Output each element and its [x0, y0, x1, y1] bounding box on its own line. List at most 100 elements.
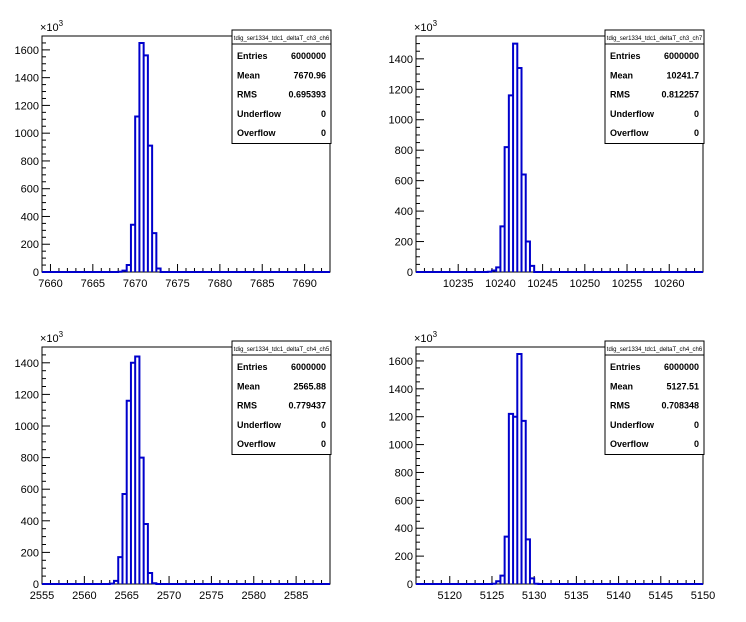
y-tick-label: 1200 [389, 84, 413, 96]
y-tick-label: 1400 [389, 54, 413, 66]
y-exponent-base: ×10 [414, 333, 433, 345]
x-tick-label: 2565 [114, 590, 138, 602]
x-tick-label: 2560 [72, 590, 96, 602]
histogram-pad-1: ×103 0 200 400 600 800 1000 1200 1400 1600 7660 766… [15, 19, 332, 290]
x-tick-label: 5145 [649, 590, 673, 602]
histogram-bin [496, 581, 500, 584]
y-exponent-power: 3 [433, 330, 438, 339]
histogram-series-line [416, 42, 703, 273]
histogram-bin [500, 576, 504, 584]
x-tick-label: 7660 [38, 278, 62, 290]
stats-value: 6000000 [664, 362, 699, 372]
histogram-pad-2: ×103 0 200 400 600 800 1000 1200 1400 10235 10240 1… [389, 19, 705, 290]
x-tick-label: 10245 [527, 278, 558, 290]
stats-value: 6000000 [291, 51, 326, 61]
histogram-bin [513, 44, 517, 272]
x-tick-label: 2575 [199, 590, 223, 602]
stats-value: 0 [694, 109, 699, 119]
y-tick-label: 400 [21, 516, 39, 528]
x-tick-label: 5120 [438, 590, 462, 602]
stats-title: tdig_ser1334_tdc1_deltaT_ch4_ch5 [234, 347, 330, 353]
y-tick-label: 400 [21, 211, 39, 223]
stats-label: Entries [610, 362, 641, 372]
x-tick-label: 2580 [242, 590, 266, 602]
y-tick-label: 600 [21, 184, 39, 196]
stats-value: 10241.7 [666, 70, 699, 80]
y-tick-label: 0 [33, 579, 39, 591]
y-exponent-label: ×103 [40, 330, 64, 345]
histogram-bin [526, 242, 530, 272]
y-exponent-base: ×10 [414, 22, 433, 34]
y-tick-label: 400 [395, 523, 413, 535]
x-tick-label: 5150 [691, 590, 715, 602]
x-tick-label: 7670 [123, 278, 147, 290]
stats-label: Underflow [237, 420, 282, 430]
y-exponent-base: ×10 [40, 22, 59, 34]
x-tick-label: 7685 [250, 278, 274, 290]
histogram-bin [135, 117, 139, 272]
x-tick-label: 10255 [612, 278, 643, 290]
y-tick-label: 800 [21, 156, 39, 168]
histogram-bin [122, 271, 126, 272]
x-tick-label: 10235 [443, 278, 474, 290]
histogram-bin [496, 267, 500, 272]
histogram-bin [492, 270, 496, 272]
y-exponent-label: ×103 [40, 19, 64, 34]
stats-value: 6000000 [291, 362, 326, 372]
y-tick-label: 200 [21, 547, 39, 559]
x-tick-label: 10250 [570, 278, 601, 290]
x-tick-label: 7665 [81, 278, 105, 290]
stats-box [604, 43, 705, 144]
y-tick-label: 800 [21, 453, 39, 465]
stats-title: tdig_ser1334_tdc1_deltaT_ch3_ch7 [607, 36, 703, 42]
stats-label: Overflow [237, 439, 277, 449]
y-tick-label: 1400 [15, 358, 39, 370]
stats-label: RMS [610, 401, 630, 411]
y-tick-label: 1000 [15, 421, 39, 433]
y-tick-label: 0 [407, 579, 413, 591]
stats-label: Mean [237, 381, 260, 391]
stats-label: RMS [237, 90, 257, 100]
stats-label: Entries [610, 51, 641, 61]
y-tick-label: 1000 [389, 115, 413, 127]
x-tick-label: 5135 [564, 590, 588, 602]
x-tick-label: 2555 [30, 590, 54, 602]
histogram-bin [522, 175, 526, 272]
stats-value: 7670.96 [293, 70, 326, 80]
histogram-series-line [42, 41, 330, 273]
x-tick-label: 7680 [208, 278, 232, 290]
histogram-bin [148, 573, 152, 584]
histogram-bin [522, 421, 526, 584]
x-tick-label: 2585 [284, 590, 308, 602]
x-tick-label: 5130 [522, 590, 546, 602]
stats-value: 0.812257 [661, 90, 699, 100]
stats-value: 0 [694, 128, 699, 138]
stats-value: 6000000 [664, 51, 699, 61]
stats-label: Mean [610, 70, 633, 80]
y-tick-label: 0 [33, 267, 39, 279]
y-tick-label: 1400 [15, 73, 39, 85]
histogram-bin [509, 414, 513, 584]
histogram-bin [505, 537, 509, 584]
stats-value: 0 [694, 420, 699, 430]
histogram-bin [122, 494, 126, 584]
histogram-bin [127, 265, 131, 272]
histogram-bin [517, 354, 521, 584]
y-exponent-power: 3 [59, 330, 64, 339]
stats-label: Underflow [237, 109, 282, 119]
stats-title: tdig_ser1334_tdc1_deltaT_ch4_ch6 [607, 347, 703, 353]
y-exponent-label: ×103 [414, 330, 438, 345]
y-tick-label: 0 [407, 267, 413, 279]
y-tick-label: 1600 [389, 356, 413, 368]
histogram-bin [127, 401, 131, 584]
histogram-series-line [416, 352, 703, 585]
y-tick-label: 400 [395, 206, 413, 218]
histogram-bin [135, 356, 139, 584]
histogram-bin [156, 269, 160, 272]
stats-label: Entries [237, 362, 268, 372]
stats-label: Overflow [237, 128, 277, 138]
x-tick-label: 7675 [165, 278, 189, 290]
histogram-bin [144, 524, 148, 584]
stats-value: 2565.88 [293, 381, 326, 391]
